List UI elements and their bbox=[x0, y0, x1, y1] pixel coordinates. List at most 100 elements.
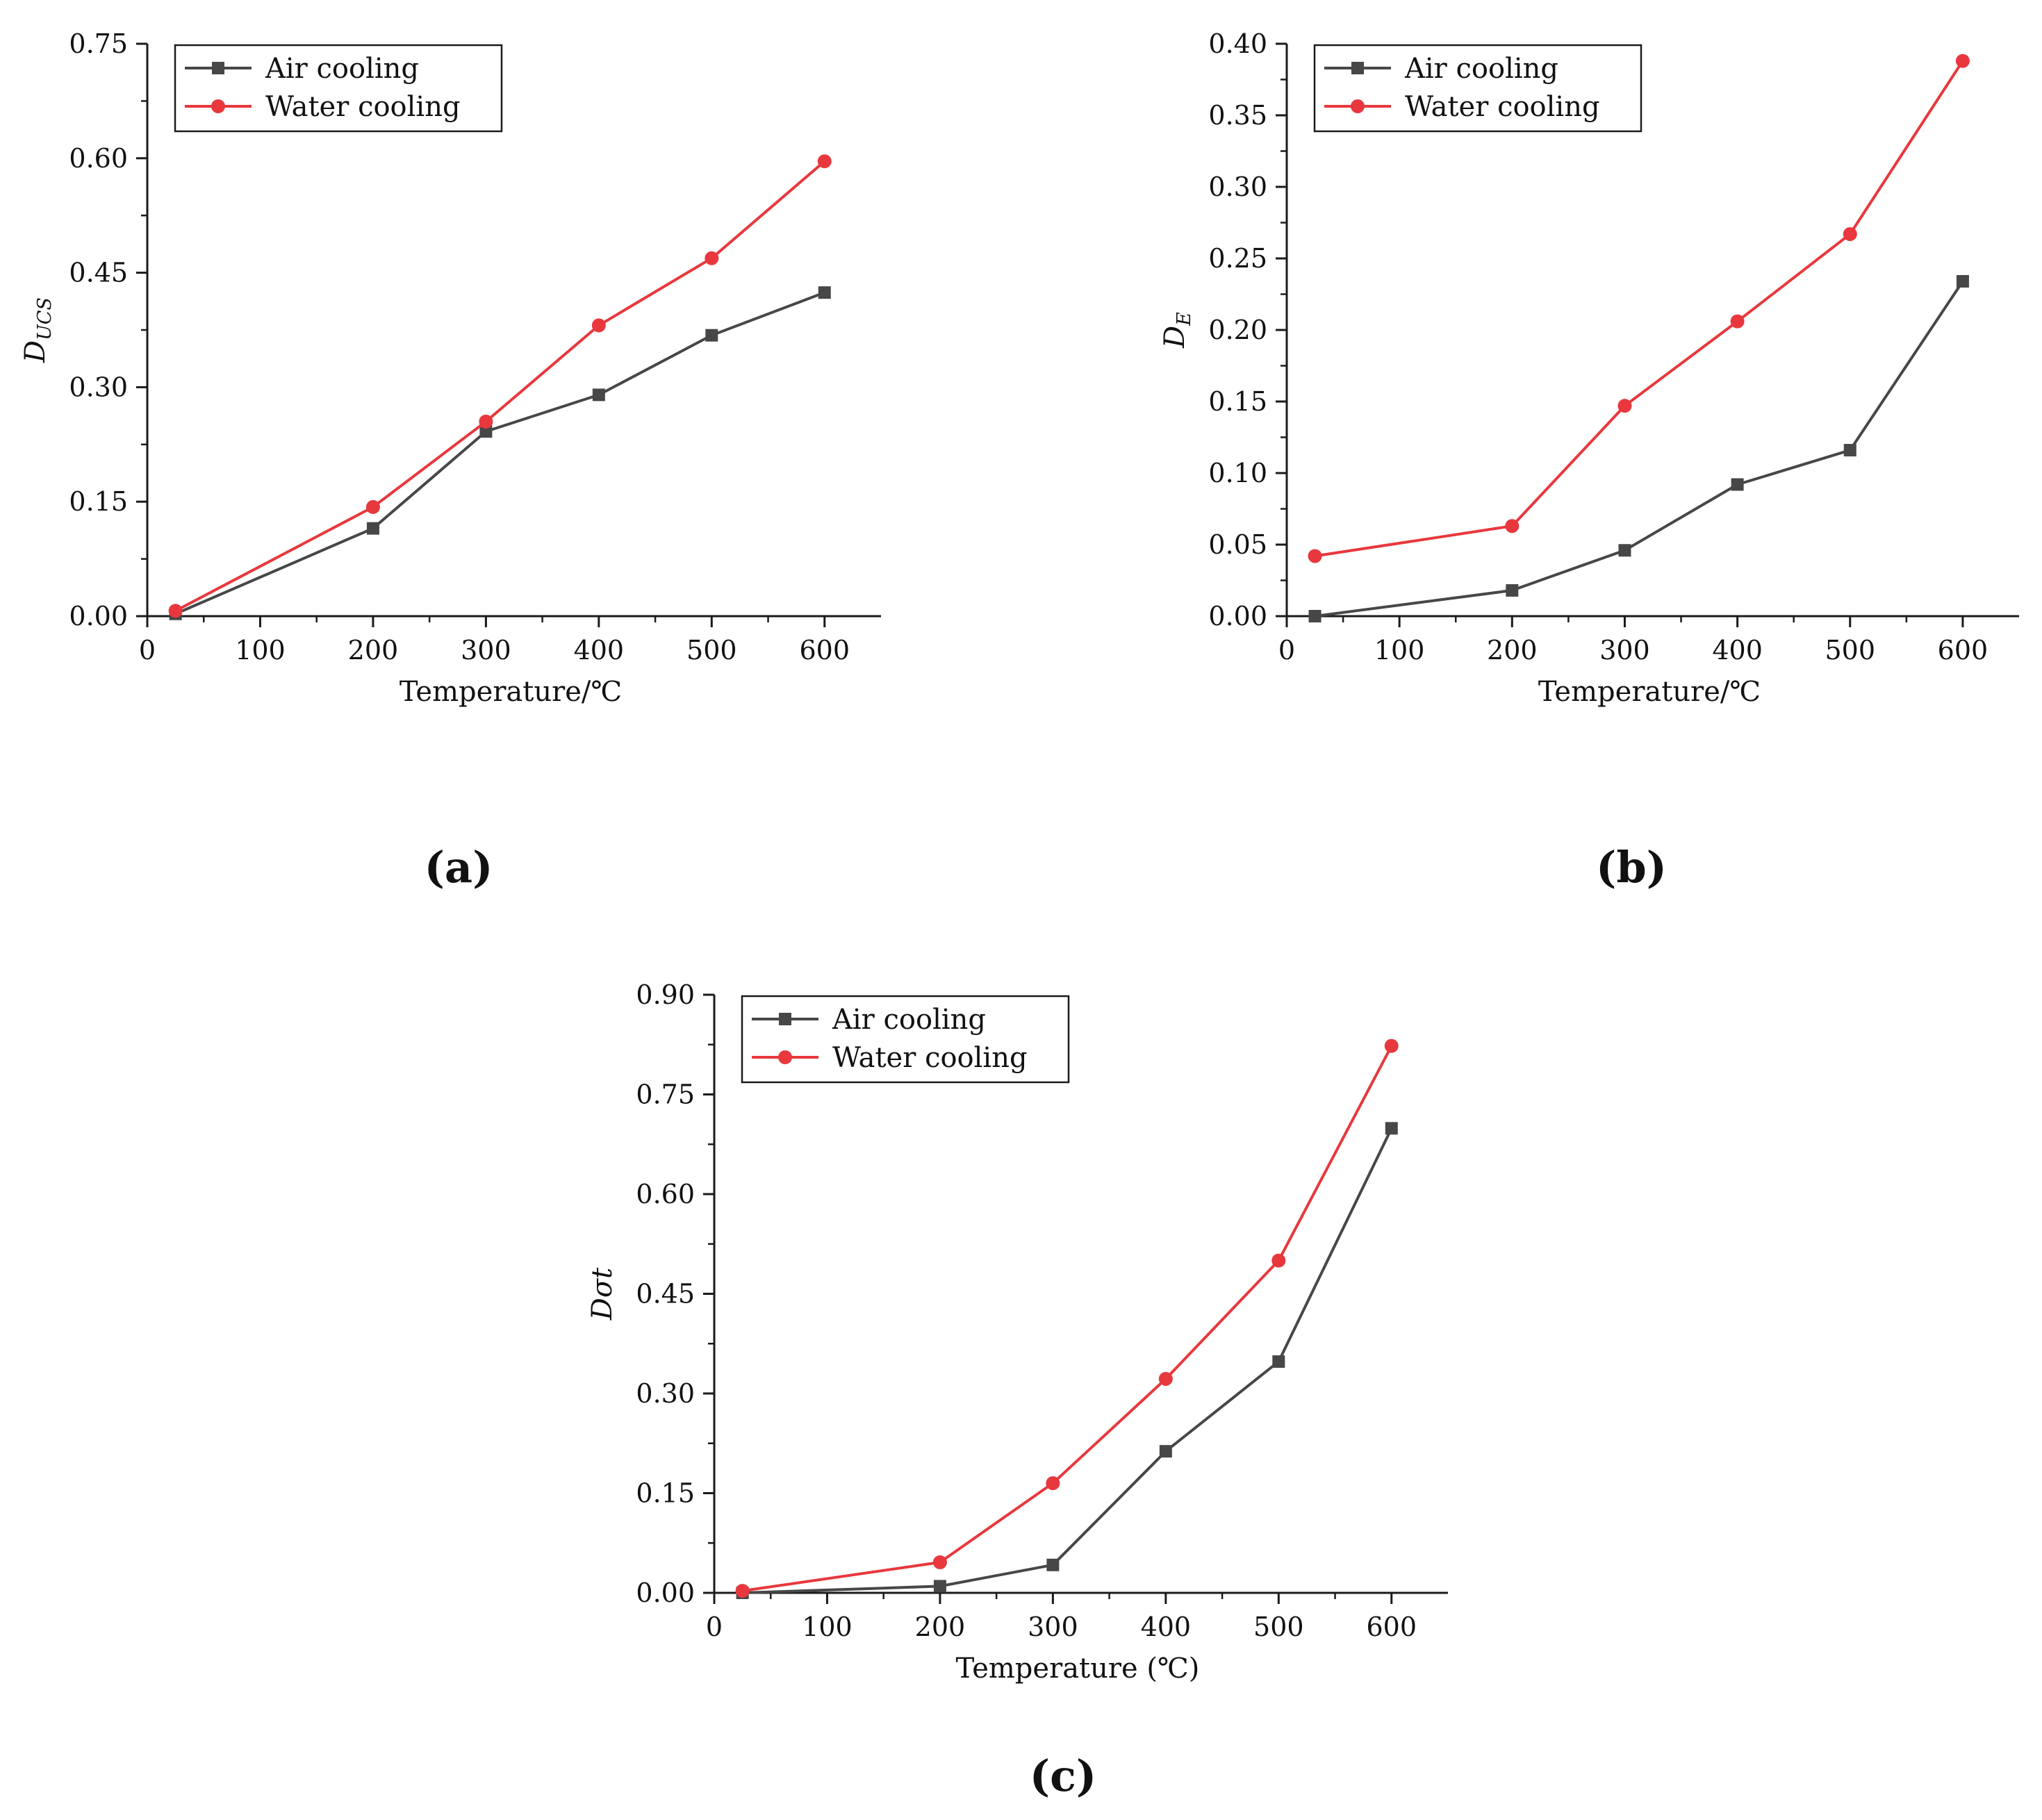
x-tick-label: 200 bbox=[1487, 635, 1538, 665]
y-axis-label-main: D bbox=[1159, 326, 1191, 349]
data-point-water bbox=[479, 414, 493, 429]
y-tick-label: 0.30 bbox=[1208, 172, 1267, 202]
y-tick-label: 0.15 bbox=[1208, 386, 1267, 417]
y-tick-label: 0.45 bbox=[69, 258, 128, 288]
x-tick-label: 500 bbox=[686, 635, 737, 665]
legend-marker-air bbox=[779, 1013, 791, 1025]
x-tick-label: 300 bbox=[1028, 1612, 1078, 1642]
x-tick-label: 400 bbox=[1712, 635, 1763, 665]
y-tick-label: 0.75 bbox=[69, 28, 128, 59]
data-point-air bbox=[933, 1580, 946, 1593]
data-point-air bbox=[1385, 1122, 1398, 1135]
legend-marker-water bbox=[211, 99, 225, 113]
x-tick-label: 300 bbox=[461, 635, 511, 665]
data-point-water bbox=[1308, 549, 1322, 563]
x-tick-label: 600 bbox=[800, 635, 850, 665]
legend-box bbox=[1313, 44, 1642, 133]
data-point-water bbox=[1843, 226, 1857, 241]
legend-label-water: Water cooling bbox=[265, 91, 461, 123]
y-tick-label: 0.15 bbox=[69, 486, 128, 517]
data-point-water bbox=[1158, 1371, 1173, 1386]
data-point-water bbox=[168, 604, 183, 618]
y-tick-label: 0.40 bbox=[1208, 28, 1267, 59]
panel-caption-b: (b) bbox=[1595, 842, 1668, 893]
chart-panel-c: 0 100 200 300 400 500 600 0.00 0.15 0.30 0.45 0.60 0… bbox=[586, 979, 1448, 1685]
data-point-water bbox=[591, 318, 606, 333]
legend-box bbox=[741, 995, 1070, 1084]
x-tick-label: 500 bbox=[1825, 635, 1876, 665]
data-point-air bbox=[592, 388, 605, 402]
x-tick-label: 300 bbox=[1599, 635, 1650, 665]
data-point-water bbox=[1046, 1476, 1060, 1491]
data-point-air bbox=[1843, 444, 1856, 457]
y-tick-label: 0.35 bbox=[1208, 100, 1267, 131]
y-axis-label: DUCS bbox=[19, 297, 56, 363]
data-point-air bbox=[1506, 584, 1519, 597]
data-point-water bbox=[1271, 1253, 1286, 1268]
data-point-air bbox=[1159, 1445, 1172, 1458]
y-tick-label: 0.00 bbox=[69, 601, 128, 631]
x-tick-label: 200 bbox=[915, 1612, 966, 1642]
legend-label-air: Air cooling bbox=[832, 1004, 986, 1036]
data-point-air bbox=[1731, 478, 1744, 491]
x-tick-label: 600 bbox=[1367, 1612, 1417, 1642]
data-point-water bbox=[1730, 314, 1745, 329]
x-tick-label: 500 bbox=[1253, 1612, 1304, 1642]
x-tick-label: 0 bbox=[1278, 635, 1295, 665]
y-tick-label: 0.30 bbox=[636, 1378, 695, 1409]
y-axis-label-main: Dσt bbox=[586, 1267, 618, 1321]
data-point-air bbox=[1308, 610, 1321, 622]
y-axis-label-subscript: E bbox=[1174, 312, 1195, 326]
x-tick-label: 100 bbox=[802, 1612, 853, 1642]
data-point-water bbox=[1617, 399, 1632, 413]
data-point-air bbox=[1618, 544, 1631, 557]
y-tick-label: 0.00 bbox=[636, 1578, 695, 1608]
legend-marker-air bbox=[212, 62, 224, 74]
data-point-water bbox=[1955, 53, 1970, 68]
y-tick-label: 0.45 bbox=[636, 1279, 695, 1309]
data-point-air bbox=[1956, 274, 1969, 288]
legend-marker-air bbox=[1351, 62, 1364, 74]
x-tick-label: 100 bbox=[235, 635, 286, 665]
x-tick-label: 200 bbox=[348, 635, 399, 665]
series-line-water bbox=[1315, 60, 1964, 558]
series-line-air bbox=[1315, 280, 1964, 618]
y-tick-label: 0.20 bbox=[1208, 315, 1267, 345]
y-axis-label-subscript: UCS bbox=[34, 297, 56, 340]
series-line-water bbox=[174, 160, 826, 613]
legend-label-water: Water cooling bbox=[832, 1042, 1028, 1074]
y-tick-label: 0.15 bbox=[636, 1478, 695, 1509]
y-tick-label: 0.05 bbox=[1208, 529, 1267, 560]
y-axis-label-main: D bbox=[19, 340, 51, 363]
y-tick-label: 0.90 bbox=[636, 979, 695, 1010]
legend-box bbox=[174, 44, 503, 133]
data-point-air bbox=[818, 286, 831, 299]
series-line-water bbox=[742, 1045, 1393, 1593]
data-point-water bbox=[932, 1555, 947, 1569]
x-axis-label: Temperature (℃) bbox=[956, 1653, 1200, 1685]
series-line-air bbox=[174, 291, 825, 615]
y-axis-label: DE bbox=[1159, 312, 1195, 349]
data-point-air bbox=[366, 522, 379, 535]
legend-marker-water bbox=[778, 1050, 792, 1064]
x-tick-label: 400 bbox=[1141, 1612, 1192, 1642]
chart-panel-b: 0 100 200 300 400 500 600 0.00 0.05 0.10 0.15 0.20 0… bbox=[1159, 28, 2019, 708]
legend-label-air: Air cooling bbox=[1404, 53, 1558, 85]
x-tick-label: 0 bbox=[139, 635, 156, 665]
data-point-air bbox=[1272, 1355, 1285, 1368]
x-tick-label: 100 bbox=[1374, 635, 1425, 665]
data-point-water bbox=[735, 1584, 750, 1598]
panel-caption-a: (a) bbox=[424, 842, 493, 893]
data-point-water bbox=[365, 499, 380, 514]
data-point-water bbox=[1384, 1039, 1399, 1053]
chart-panel-a: 0 100 200 300 400 500 600 0.00 0.15 0.30 0.45 0.60 0… bbox=[19, 28, 881, 708]
y-tick-label: 0.30 bbox=[69, 372, 128, 402]
y-tick-label: 0.60 bbox=[69, 143, 128, 174]
data-point-air bbox=[705, 329, 718, 342]
y-tick-label: 0.00 bbox=[1208, 601, 1267, 631]
y-axis-label: Dσt bbox=[586, 1267, 618, 1321]
data-point-air bbox=[479, 425, 493, 438]
series-line-air bbox=[742, 1127, 1393, 1594]
